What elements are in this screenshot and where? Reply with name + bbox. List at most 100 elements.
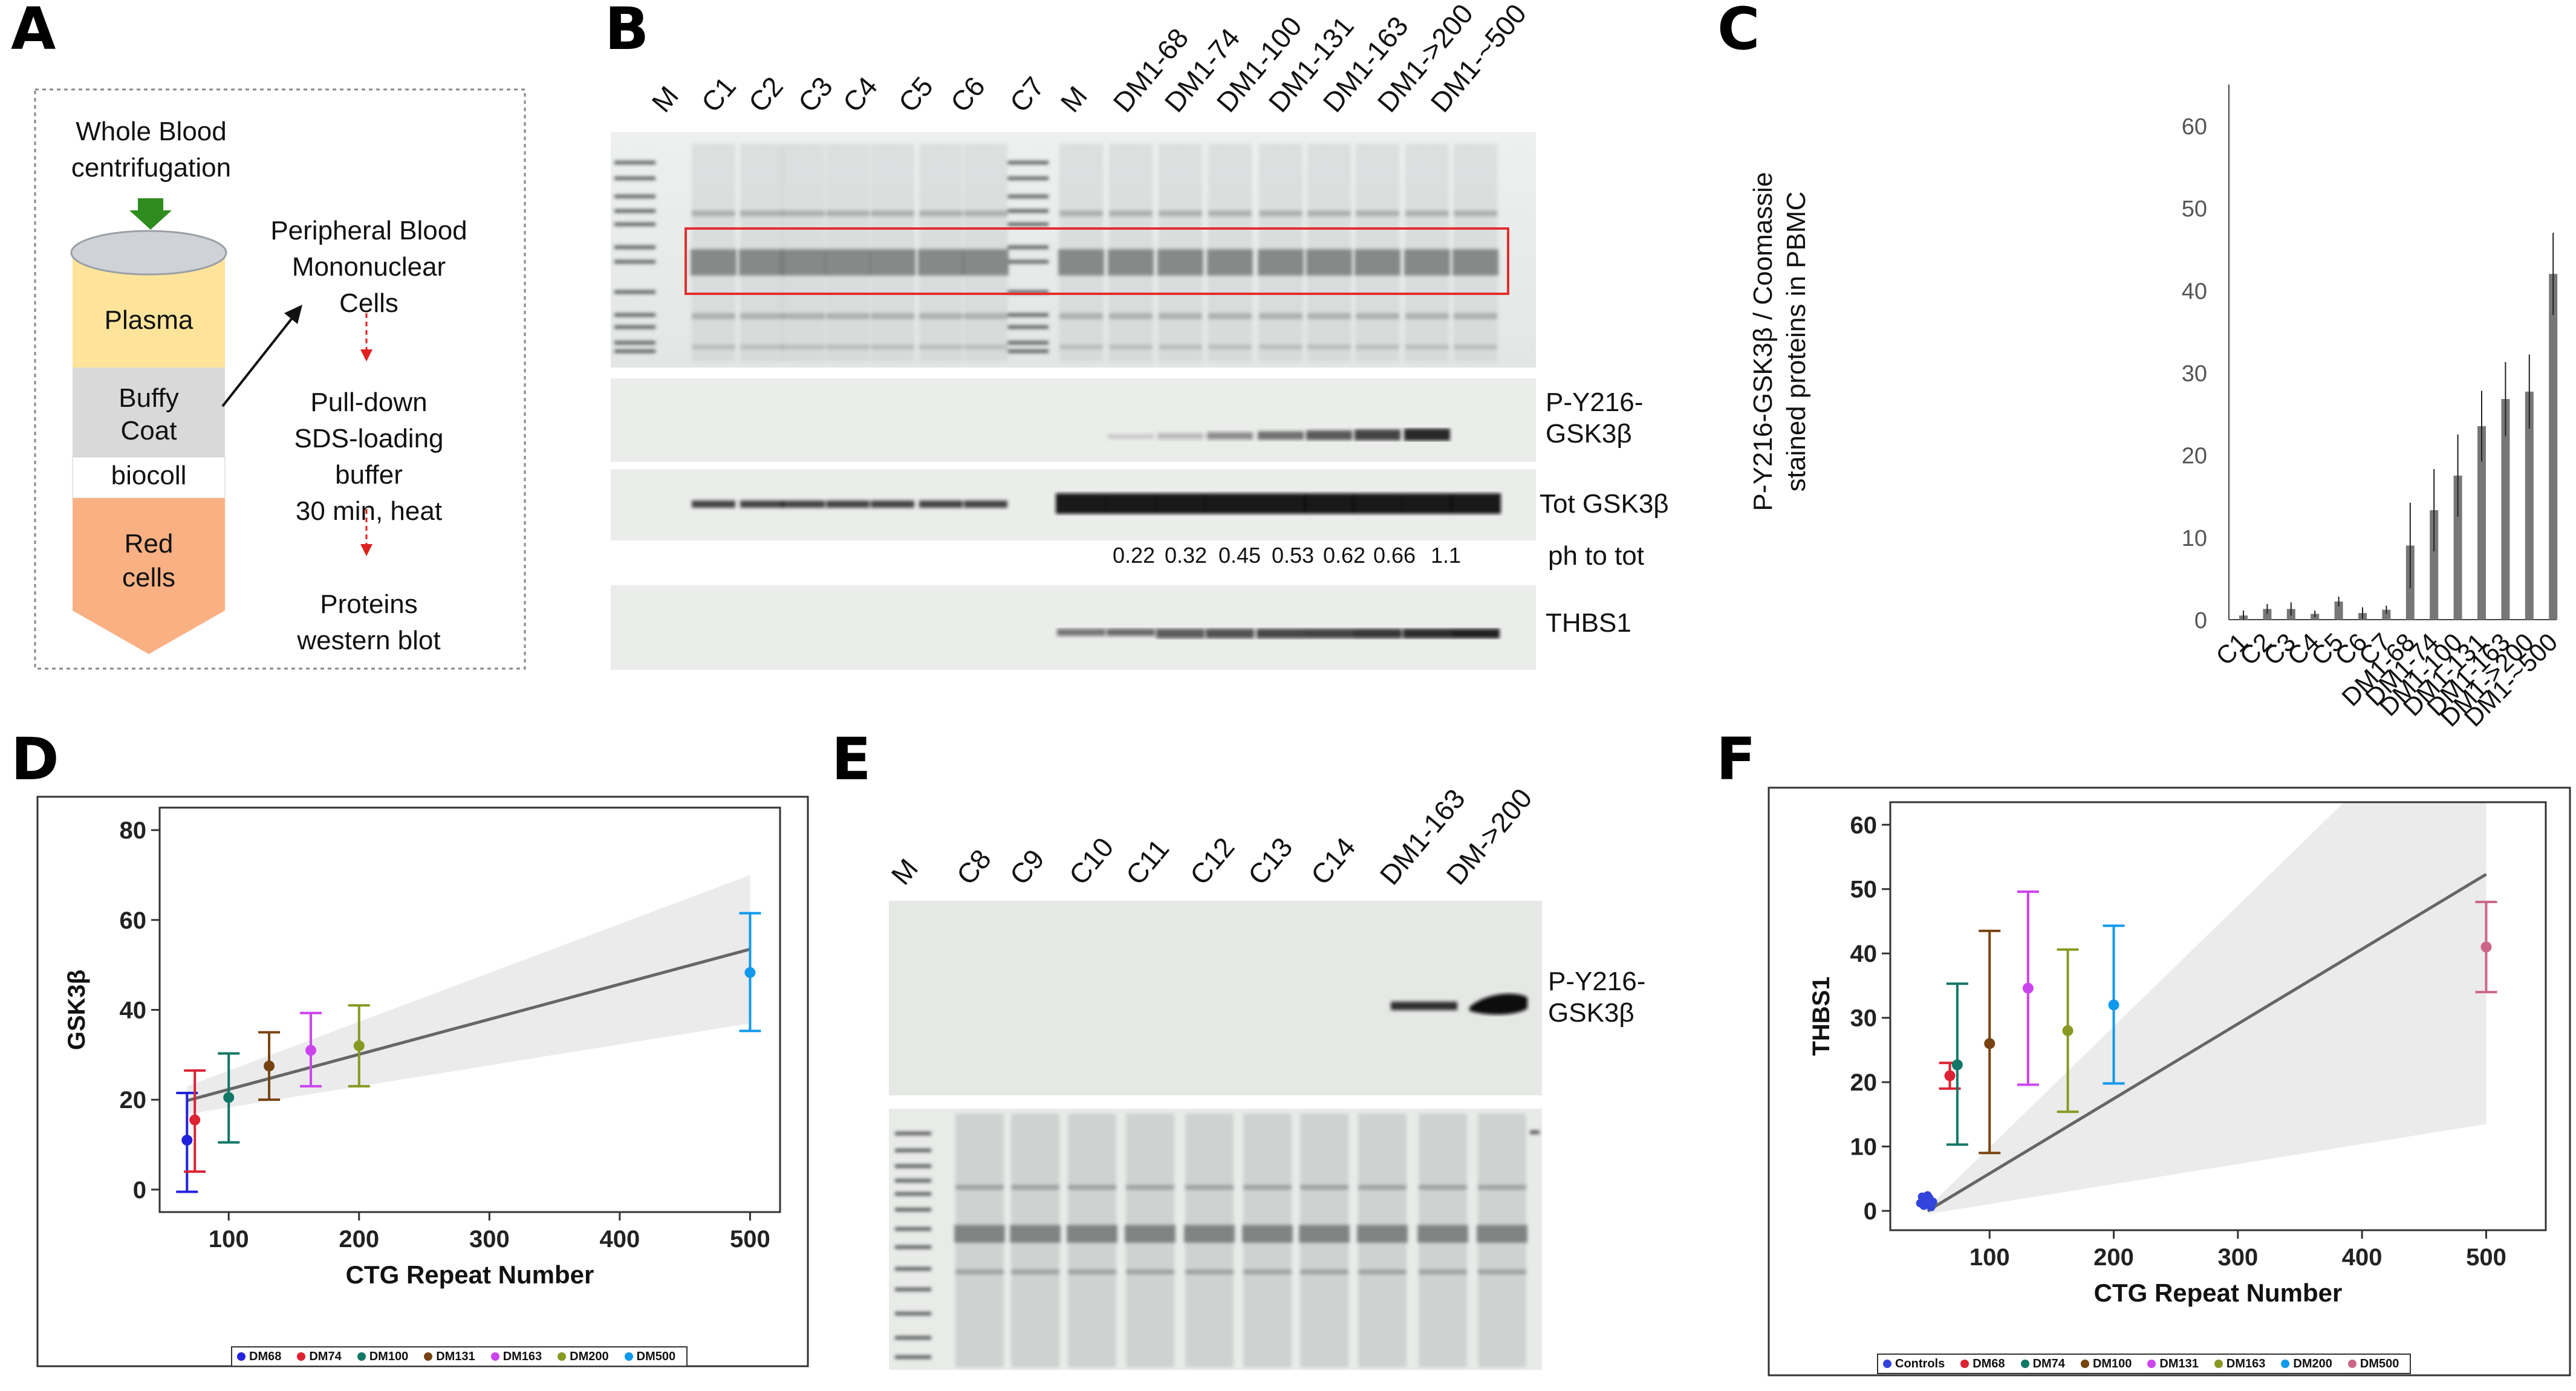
b-marker-band <box>614 325 655 329</box>
c-y-label-1: P-Y216-GSK3β / Coomassie <box>1748 172 1778 511</box>
e-gel-band <box>955 1185 1004 1190</box>
x-axis-label: CTG Repeat Number <box>346 1260 594 1289</box>
e-gel-band <box>1300 1185 1348 1190</box>
b-gel-main-band <box>1355 249 1400 276</box>
b-thbs1-band <box>1057 629 1105 636</box>
centrifugation-label: centrifugation <box>71 153 232 183</box>
b-gel-main-band <box>1404 249 1450 276</box>
proteins-label: Proteins western blot <box>260 586 478 659</box>
legend-dot-icon <box>2281 1360 2290 1368</box>
b-thbs1-band <box>1257 629 1305 638</box>
e-gel-band <box>1011 1269 1059 1274</box>
e-marker-band <box>895 1288 931 1291</box>
b-marker-band <box>1007 325 1049 329</box>
data-point <box>2480 941 2492 953</box>
y-tick-label: 20 <box>1850 1069 1878 1096</box>
b-gel-band <box>692 313 735 319</box>
x-axis-label: CTG Repeat Number <box>2094 1279 2343 1307</box>
panel-e-blots <box>889 901 1542 1370</box>
b-gel-band <box>1307 345 1351 349</box>
b-gel-band <box>1109 345 1153 349</box>
b-gel-main-band <box>739 249 785 276</box>
b-gel-band <box>781 210 825 216</box>
e-gel-main-band <box>954 1225 1005 1243</box>
legend-item: DM68 <box>1956 1357 2005 1371</box>
y-axis-label: THBS1 <box>1808 976 1835 1055</box>
legend-item: DM200 <box>553 1350 609 1364</box>
b-marker-band <box>614 260 655 264</box>
b-total-band <box>1255 493 1306 514</box>
e-lane-label-6: C13 <box>1241 831 1299 891</box>
x-tick-label: 400 <box>600 1226 640 1253</box>
legend-item: DM163 <box>2210 1357 2265 1371</box>
e-gel-band <box>1358 1185 1407 1190</box>
chart-f: 0 10 20 30 40 50 60 100 200 300 400 500 CTG Repeat N… <box>1768 786 2571 1376</box>
panel-letter-f: F <box>1716 725 1756 793</box>
b-gel-band <box>740 345 784 349</box>
b-gel-band <box>1454 210 1497 216</box>
prot-line-2: western blot <box>297 626 441 655</box>
b-gel-band <box>871 313 914 319</box>
legend-dot-icon <box>237 1352 246 1361</box>
y-tick-label: 20 <box>120 1087 147 1114</box>
pbmc-line-1: Peripheral Blood <box>270 216 467 245</box>
x-tick-label: 500 <box>2466 1244 2506 1271</box>
c-y-tick-label: 30 <box>2182 362 2207 387</box>
b-gel-band <box>1059 210 1103 216</box>
b-marker-band <box>1007 313 1049 317</box>
b-lane-label-0: M <box>645 80 685 118</box>
b-gel-main-band <box>870 249 916 276</box>
e-gel-band <box>1243 1269 1292 1274</box>
c-bar-DM1-74 <box>2430 510 2439 620</box>
e-lane-label-2: C9 <box>1003 843 1051 891</box>
b-marker-band <box>1007 341 1049 345</box>
b-ratio-value: 0.32 <box>1164 543 1208 568</box>
red-arrow-head-1-icon <box>360 349 372 362</box>
pbmc-line-2: Mononuclear Cells <box>291 252 446 318</box>
legend-label: DM131 <box>436 1349 475 1363</box>
b-gel-main-band <box>963 249 1009 276</box>
x-tick-label: 100 <box>1969 1244 2010 1271</box>
x-tick-label: 400 <box>2342 1244 2382 1271</box>
b-marker-band <box>1007 260 1049 264</box>
data-point <box>2022 982 2034 994</box>
y-tick-label: 10 <box>1850 1134 1878 1161</box>
b-red-box <box>685 227 1509 295</box>
legend-dot-icon <box>624 1352 633 1361</box>
b-gel-band <box>1454 313 1497 319</box>
buffy-coat-label: Buffy Coat <box>73 382 225 447</box>
e-gel-band <box>1358 1269 1407 1274</box>
y-tick-label: 40 <box>120 997 147 1024</box>
legend-dot-icon <box>424 1352 433 1361</box>
panel-letter-e: E <box>831 725 871 793</box>
b-gel-band <box>1109 210 1153 216</box>
legend-item: DM131 <box>2142 1357 2199 1371</box>
legend-item: DM68 <box>232 1350 281 1364</box>
e-phospho-band <box>1391 1002 1457 1010</box>
b-gel-band <box>1059 313 1103 319</box>
y-axis-label: GSK3β <box>63 970 90 1050</box>
e-gel-band <box>1478 1269 1526 1274</box>
legend-label: DM100 <box>369 1349 409 1363</box>
e-gel-band <box>1185 1185 1234 1190</box>
b-phospho-band <box>1404 429 1450 441</box>
b-gel-band <box>1259 210 1303 216</box>
legend-item: DM500 <box>620 1350 675 1364</box>
b-total-band <box>781 501 825 508</box>
b-gel-band <box>781 345 825 349</box>
c-y-tick-label: 10 <box>2182 526 2207 551</box>
b-marker-band <box>1007 195 1049 198</box>
b-thbs1-blot <box>611 585 1536 670</box>
y-tick-label: 30 <box>1850 1005 1878 1032</box>
pull-line-1: Pull-down <box>310 387 428 417</box>
legend-label: DM68 <box>1973 1357 2005 1370</box>
b-thbs1-label: THBS1 <box>1546 608 1631 638</box>
b-total-band <box>826 501 870 508</box>
c-y-tick-label: 50 <box>2182 196 2207 222</box>
e-marker-band <box>895 1312 931 1315</box>
b-gel-band <box>692 345 735 349</box>
b-gel-band <box>1208 210 1252 216</box>
x-tick-label: 300 <box>2217 1244 2258 1271</box>
legend-dot-icon <box>1960 1360 1969 1368</box>
b-gel-band <box>964 345 1007 349</box>
